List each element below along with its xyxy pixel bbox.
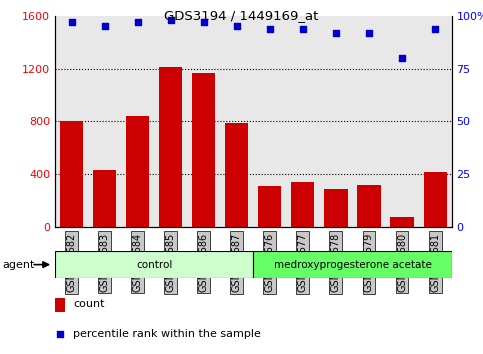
Bar — [424, 172, 447, 227]
Bar — [390, 217, 413, 227]
Text: percentile rank within the sample: percentile rank within the sample — [73, 330, 261, 339]
Text: GDS3194 / 1449169_at: GDS3194 / 1449169_at — [164, 9, 319, 22]
Point — [56, 332, 64, 337]
Bar — [93, 170, 116, 227]
Bar — [258, 186, 282, 227]
Text: medroxyprogesterone acetate: medroxyprogesterone acetate — [273, 259, 431, 270]
Text: count: count — [73, 299, 105, 309]
Point — [233, 24, 241, 29]
Point — [398, 55, 406, 61]
Point — [200, 19, 208, 25]
Bar — [55, 251, 253, 278]
Bar — [60, 121, 83, 227]
Text: agent: agent — [2, 259, 35, 270]
Text: control: control — [136, 259, 172, 270]
Point — [266, 26, 274, 32]
Bar — [325, 189, 347, 227]
Bar — [126, 116, 149, 227]
Bar — [291, 182, 314, 227]
Point — [332, 30, 340, 36]
Point — [365, 30, 373, 36]
Bar — [357, 185, 381, 227]
Bar — [192, 73, 215, 227]
Bar — [159, 67, 182, 227]
Point — [101, 24, 109, 29]
Bar — [253, 251, 452, 278]
Point — [167, 17, 174, 23]
Point — [134, 19, 142, 25]
Point — [299, 26, 307, 32]
Point — [431, 26, 439, 32]
Bar — [225, 122, 248, 227]
Bar — [55, 298, 65, 312]
Point — [68, 19, 75, 25]
